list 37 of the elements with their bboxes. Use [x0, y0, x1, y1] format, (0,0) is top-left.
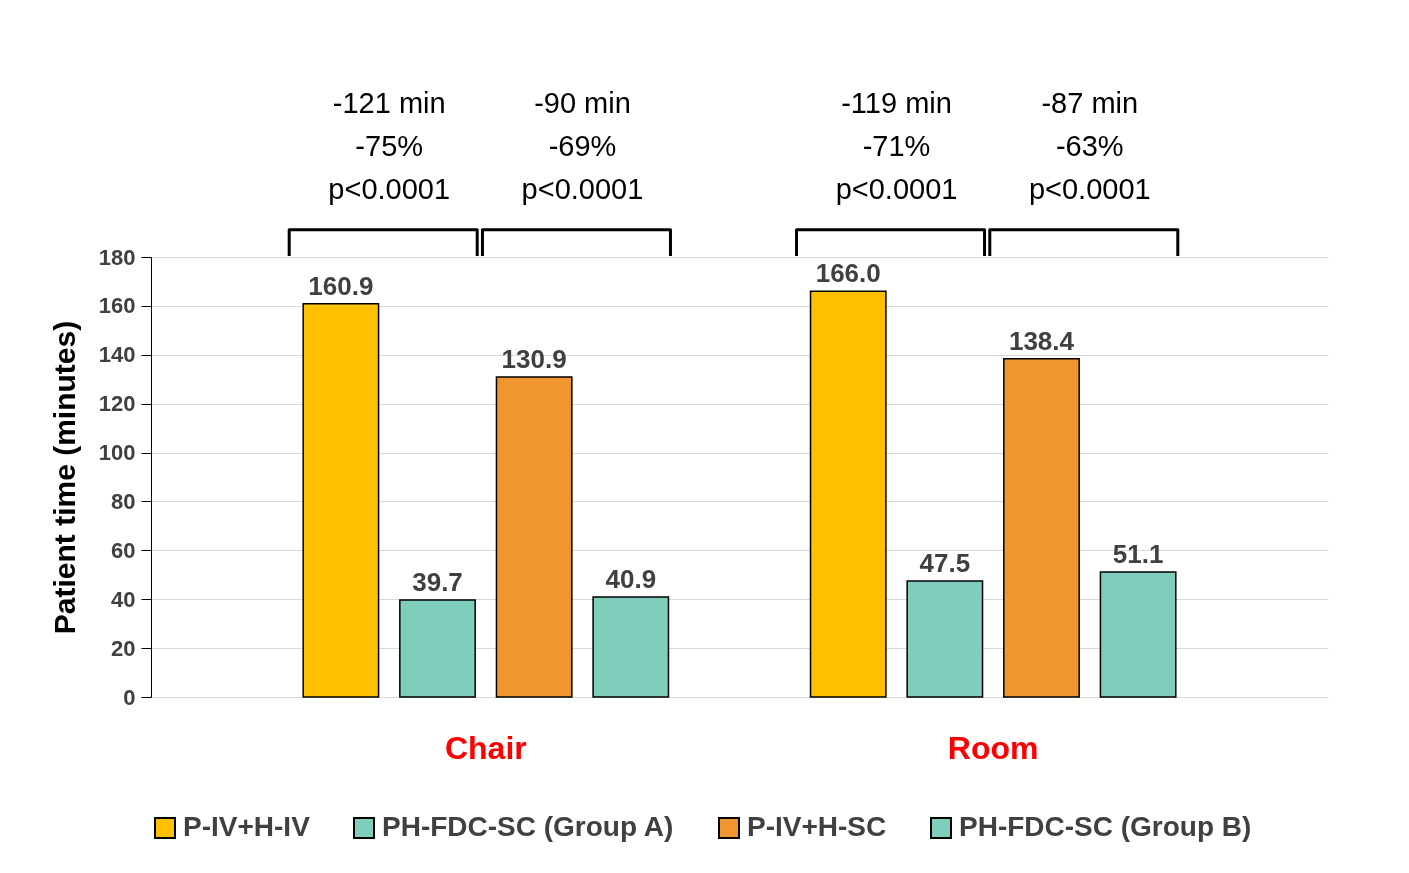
bar — [809, 290, 887, 698]
x-tick-label: Room — [947, 729, 1039, 766]
y-tick-label: 0 — [123, 684, 136, 710]
y-tick-label: 100 — [98, 440, 136, 466]
bar — [495, 376, 573, 698]
text: -87 min -63% p<0.0001 — [1028, 87, 1151, 205]
bar — [1099, 571, 1177, 698]
legend-label: PH-FDC-SC (Group B) — [959, 811, 1252, 842]
bar — [302, 302, 380, 698]
x-tick-label: Chair — [444, 729, 527, 766]
y-tick-label: 80 — [111, 488, 136, 514]
bar — [592, 596, 670, 698]
data-label: 138.4 — [1008, 325, 1075, 356]
data-label: 40.9 — [605, 564, 657, 595]
legend-label: PH-FDC-SC (Group A) — [382, 811, 674, 842]
data-label: 166.0 — [815, 258, 881, 289]
y-axis-title: Patient time (minutes) — [47, 320, 81, 635]
data-label: 39.7 — [412, 566, 463, 597]
text: -90 min -69% p<0.0001 — [521, 87, 644, 205]
bar — [1003, 357, 1080, 698]
legend-label: P-IV+H-SC — [747, 811, 887, 842]
bar — [906, 580, 984, 698]
y-tick-label: 20 — [111, 635, 136, 661]
data-label: 160.9 — [308, 270, 374, 301]
data-label: 51.1 — [1112, 539, 1164, 570]
data-label: 47.5 — [919, 547, 971, 578]
y-tick-label: 140 — [98, 342, 136, 368]
bar — [399, 599, 476, 698]
text: -121 min -75% p<0.0001 — [328, 87, 451, 205]
text: -119 min -71% p<0.0001 — [835, 87, 958, 205]
legend-label: P-IV+H-IV — [183, 811, 311, 842]
y-tick-label: 120 — [98, 391, 136, 417]
data-label: 130.9 — [501, 344, 567, 375]
y-tick-label: 160 — [98, 293, 136, 319]
y-tick-label: 40 — [111, 586, 136, 612]
y-tick-label: 180 — [98, 244, 136, 270]
y-tick-label: 60 — [111, 537, 136, 563]
